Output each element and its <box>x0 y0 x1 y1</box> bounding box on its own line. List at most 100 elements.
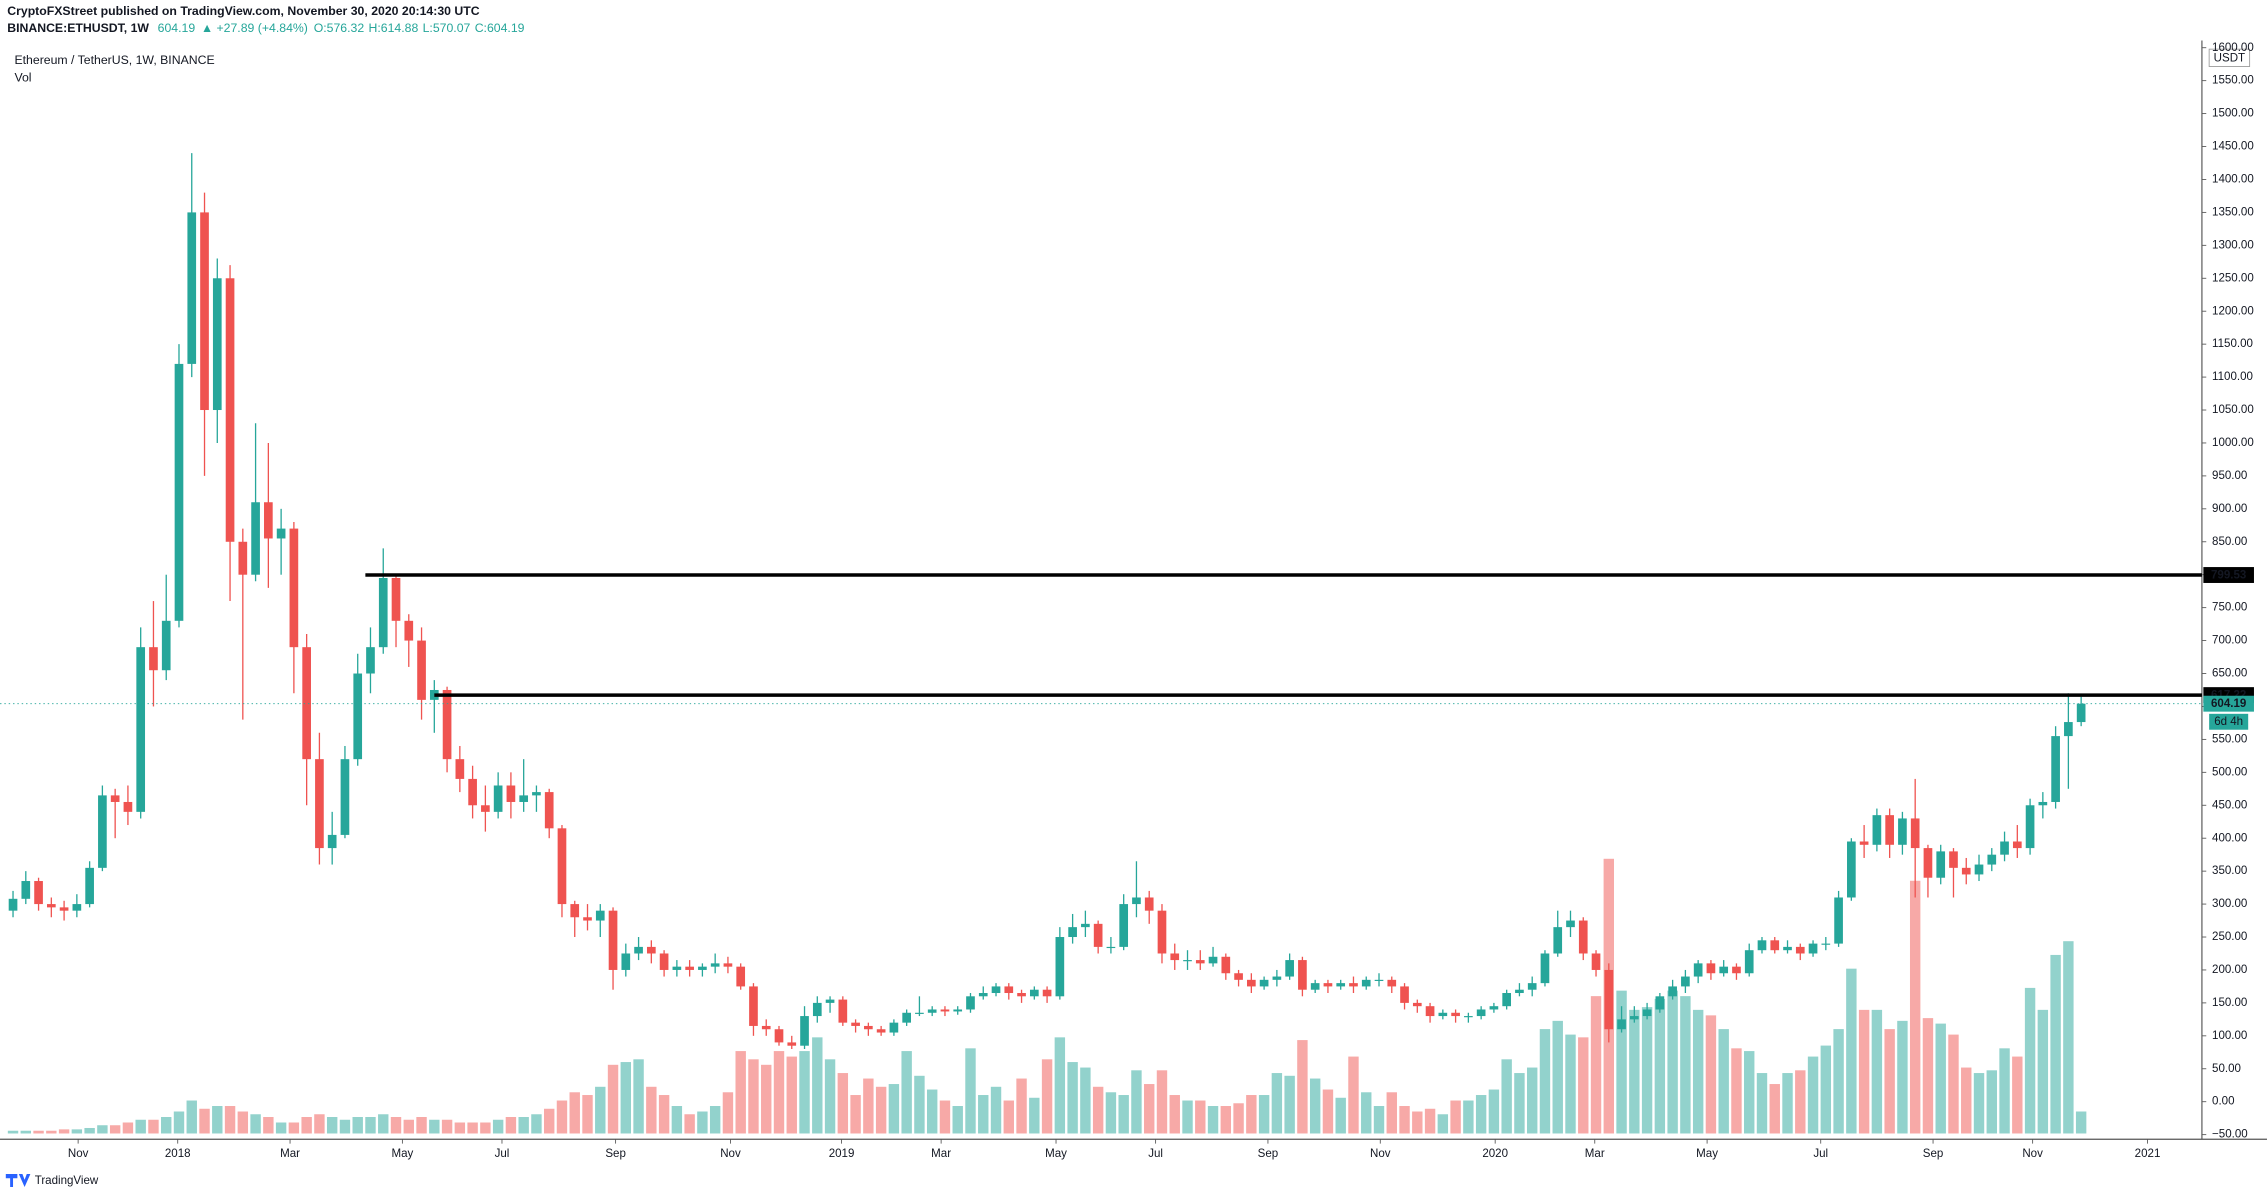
volume-bar <box>2063 941 2074 1134</box>
candle-body <box>1144 897 1154 911</box>
volume-bar <box>1858 1009 1870 1134</box>
candle-body <box>327 834 337 849</box>
volume-bar <box>1182 1100 1193 1134</box>
candle-body <box>506 785 516 802</box>
candle-body <box>251 502 260 575</box>
volume-bar <box>2037 1009 2049 1134</box>
candle-body <box>1157 910 1167 954</box>
candle-body <box>123 801 133 812</box>
x-tick-label: May <box>1696 1148 1718 1160</box>
volume-bar <box>1399 1106 1410 1134</box>
volume-bar <box>1322 1089 1334 1134</box>
y-tick-label: 1300.00 <box>2212 239 2254 251</box>
candle-body <box>978 993 988 997</box>
volume-bar <box>1833 1029 1844 1134</box>
candle-body <box>2000 841 2009 855</box>
candle-body <box>174 363 184 621</box>
candle-body <box>1642 1009 1652 1017</box>
y-tick-label: 550.00 <box>2212 733 2247 745</box>
volume-bar <box>556 1100 568 1134</box>
candle-body <box>289 528 299 648</box>
y-tick-label: 300.00 <box>2212 898 2247 910</box>
candle-body <box>302 647 311 760</box>
candle-body <box>800 1016 809 1046</box>
candle-body <box>889 1022 899 1033</box>
volume-bar <box>7 1130 19 1134</box>
volume-bar <box>620 1062 632 1134</box>
unit-box <box>2208 48 2251 67</box>
candle-body <box>2012 841 2022 849</box>
candle-body <box>1361 979 1371 987</box>
volume-bar <box>1718 1029 1729 1134</box>
volume-bar <box>301 1117 312 1134</box>
volume-bar <box>1807 1056 1819 1134</box>
candle-body <box>812 1002 822 1017</box>
volume-bar <box>1501 1059 1512 1134</box>
y-tick-label: 0.00 <box>2212 1096 2234 1108</box>
volume-bar <box>58 1129 70 1134</box>
candle-body <box>1387 979 1397 987</box>
volume-bar <box>1475 1095 1487 1134</box>
low: L:570.07 <box>423 21 471 35</box>
candle-body <box>1515 989 1524 994</box>
x-tick-label: 2020 <box>1482 1148 1508 1160</box>
candle-body <box>1949 851 1958 868</box>
volume-bar <box>1909 880 1921 1134</box>
x-tick-label: Sep <box>1923 1148 1944 1160</box>
candle-body <box>544 792 554 829</box>
volume-bar <box>1935 1023 1946 1134</box>
volume-bar <box>1067 1062 1078 1134</box>
candle-body <box>2038 801 2048 806</box>
volume-bar <box>1016 1078 1027 1134</box>
candle-body <box>1770 940 1780 951</box>
candle-body <box>98 795 107 868</box>
candle-body <box>532 792 541 796</box>
candle-body <box>110 795 120 802</box>
volume-bar <box>531 1114 542 1134</box>
x-tick-label: 2018 <box>165 1148 191 1160</box>
volume-bar <box>365 1117 376 1134</box>
x-tick-label: Mar <box>1585 1148 1605 1160</box>
volume-bar <box>378 1114 389 1134</box>
candle-body <box>1693 963 1703 977</box>
candle-body <box>200 212 209 411</box>
candle-body <box>46 904 56 908</box>
volume-bar <box>1246 1095 1257 1134</box>
candle-body <box>1872 815 1882 845</box>
volume-bar <box>735 1051 746 1134</box>
candle-body <box>225 278 235 542</box>
volume-bar <box>1118 1095 1129 1134</box>
candle-body <box>1834 897 1843 944</box>
volume-bar <box>1156 1070 1168 1134</box>
y-tick-label: 500.00 <box>2212 766 2247 778</box>
volume-bar <box>492 1119 504 1134</box>
countdown-tag <box>2209 713 2249 730</box>
candle-body <box>493 785 503 812</box>
candle-body <box>1936 851 1946 878</box>
candle-body <box>1859 841 1869 845</box>
candle-body <box>1208 956 1218 964</box>
volume-bar <box>901 1051 912 1134</box>
volume-bar <box>224 1106 236 1134</box>
candle-body <box>72 904 82 911</box>
candle-body <box>276 528 286 539</box>
candle-body <box>1068 927 1077 938</box>
volume-bar <box>1961 1067 1972 1134</box>
candle-body <box>1234 973 1243 980</box>
volume-bar <box>454 1122 466 1134</box>
candle-body <box>1795 946 1805 954</box>
candle-body <box>851 1022 860 1026</box>
volume-bar <box>786 1056 797 1134</box>
volume-bar <box>1948 1034 1959 1134</box>
volume-bar <box>1552 1020 1563 1134</box>
candle-body <box>2051 736 2060 802</box>
candle-body <box>710 963 720 967</box>
candle-body <box>1783 946 1792 951</box>
level-tag <box>2203 567 2254 583</box>
y-tick-label: 1000.00 <box>2212 437 2254 449</box>
candle-body <box>646 946 656 954</box>
candle-body <box>1106 946 1116 949</box>
volume-bar <box>1412 1111 1423 1134</box>
